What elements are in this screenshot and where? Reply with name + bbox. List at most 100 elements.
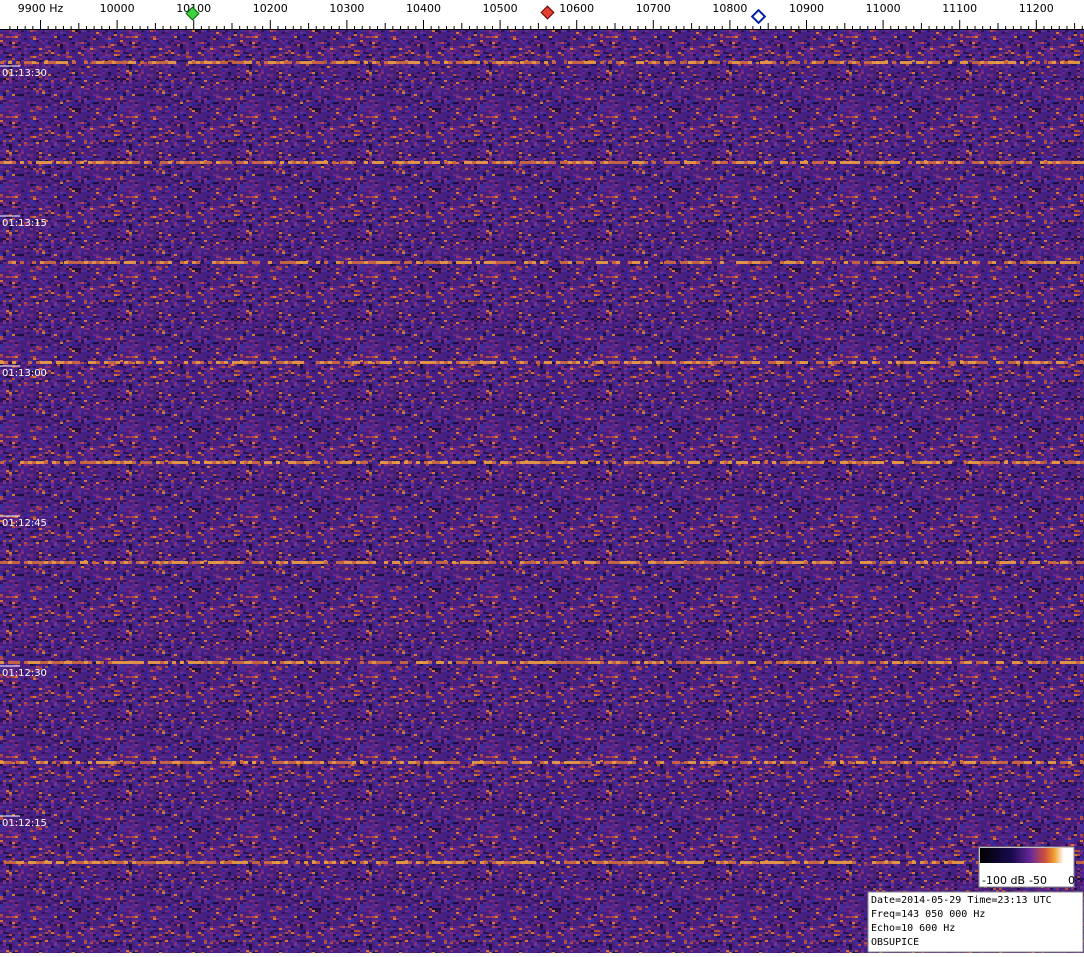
signal-dash bbox=[508, 161, 512, 164]
signal-dash bbox=[920, 761, 924, 764]
signal-dash bbox=[280, 761, 284, 764]
signal-dash bbox=[804, 161, 808, 164]
signal-dash bbox=[576, 561, 580, 564]
signal-dash bbox=[712, 161, 716, 164]
signal-dash bbox=[264, 61, 268, 64]
signal-dash bbox=[508, 61, 512, 64]
signal-dash bbox=[304, 61, 308, 64]
signal-dash bbox=[108, 261, 112, 264]
signal-dash bbox=[236, 661, 240, 664]
signal-dash bbox=[404, 61, 408, 64]
signal-dash bbox=[1020, 61, 1024, 64]
signal-dash bbox=[360, 761, 364, 764]
signal-dash bbox=[504, 361, 508, 364]
signal-dash bbox=[660, 461, 664, 464]
signal-dash bbox=[312, 461, 316, 464]
signal-dash bbox=[104, 261, 108, 264]
signal-dash bbox=[112, 761, 116, 764]
signal-dash bbox=[132, 161, 136, 164]
signal-dash bbox=[804, 461, 808, 464]
signal-dash bbox=[720, 761, 724, 764]
signal-dash bbox=[568, 661, 572, 664]
signal-dash bbox=[632, 161, 636, 164]
signal-dash bbox=[544, 61, 548, 64]
signal-dash bbox=[404, 361, 408, 364]
signal-dash bbox=[420, 861, 424, 864]
signal-dash bbox=[116, 61, 120, 64]
signal-dash bbox=[580, 761, 584, 764]
signal-dash bbox=[1048, 361, 1052, 364]
signal-dash bbox=[216, 361, 220, 364]
signal-dash bbox=[484, 261, 488, 264]
signal-dash bbox=[708, 361, 712, 364]
signal-dash bbox=[740, 361, 744, 364]
signal-dash bbox=[668, 661, 672, 664]
signal-dash bbox=[764, 861, 768, 864]
signal-dash bbox=[240, 261, 244, 264]
signal-dash bbox=[712, 761, 716, 764]
signal-dash bbox=[228, 461, 232, 464]
signal-dash bbox=[700, 661, 704, 664]
signal-dash bbox=[104, 361, 108, 364]
signal-dash bbox=[1052, 461, 1056, 464]
signal-dash bbox=[372, 61, 376, 64]
signal-dash bbox=[384, 61, 388, 64]
signal-dash bbox=[316, 761, 320, 764]
signal-dash bbox=[552, 761, 556, 764]
signal-dash bbox=[924, 161, 928, 164]
time-label: 01:13:00 bbox=[2, 368, 47, 379]
signal-dash bbox=[732, 161, 736, 164]
signal-dash bbox=[668, 561, 672, 564]
signal-dash bbox=[936, 761, 940, 764]
signal-dash bbox=[1008, 61, 1012, 64]
signal-dash bbox=[92, 461, 96, 464]
signal-dash bbox=[1060, 661, 1064, 664]
signal-dash bbox=[420, 361, 424, 364]
signal-dash bbox=[16, 61, 20, 64]
signal-dash bbox=[952, 861, 956, 864]
signal-dash bbox=[692, 461, 696, 464]
signal-dash bbox=[724, 661, 728, 664]
signal-dash bbox=[192, 561, 196, 564]
signal-dash bbox=[712, 361, 716, 364]
signal-dash bbox=[124, 661, 128, 664]
signal-dash bbox=[332, 661, 336, 664]
signal-dash bbox=[992, 161, 996, 164]
signal-dash bbox=[80, 561, 84, 564]
frequency-label: 11200 bbox=[1019, 2, 1054, 15]
signal-dash bbox=[352, 261, 356, 264]
signal-dash bbox=[788, 561, 792, 564]
signal-dash bbox=[740, 661, 744, 664]
signal-dash bbox=[96, 161, 100, 164]
signal-dash bbox=[740, 461, 744, 464]
signal-dash bbox=[356, 561, 360, 564]
signal-dash bbox=[300, 361, 304, 364]
signal-dash bbox=[224, 61, 228, 64]
signal-dash bbox=[120, 861, 124, 864]
signal-dash bbox=[244, 461, 248, 464]
signal-dash bbox=[388, 761, 392, 764]
signal-dash bbox=[1056, 361, 1060, 364]
signal-dash bbox=[692, 561, 696, 564]
signal-dash bbox=[712, 561, 716, 564]
signal-dash bbox=[560, 561, 564, 564]
signal-dash bbox=[1004, 61, 1008, 64]
colorbar-label: -50 bbox=[1029, 874, 1047, 887]
signal-dash bbox=[888, 261, 892, 264]
signal-dash bbox=[276, 461, 280, 464]
signal-dash bbox=[1064, 161, 1068, 164]
signal-dash bbox=[416, 261, 420, 264]
signal-dash bbox=[680, 661, 684, 664]
signal-dash bbox=[228, 561, 232, 564]
signal-dash bbox=[396, 261, 400, 264]
signal-dash bbox=[924, 561, 928, 564]
signal-dash bbox=[708, 561, 712, 564]
signal-dash bbox=[1036, 361, 1040, 364]
signal-dash bbox=[484, 461, 488, 464]
signal-dash bbox=[580, 161, 584, 164]
signal-dash bbox=[396, 861, 400, 864]
signal-dash bbox=[856, 661, 860, 664]
signal-dash bbox=[464, 561, 468, 564]
signal-dash bbox=[816, 161, 820, 164]
signal-dash bbox=[188, 861, 192, 864]
